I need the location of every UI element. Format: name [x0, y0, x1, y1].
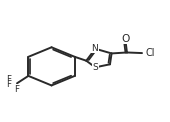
Text: F: F	[6, 80, 12, 89]
Text: F: F	[6, 75, 12, 84]
Text: S: S	[93, 63, 99, 72]
Text: F: F	[14, 85, 19, 94]
Text: O: O	[121, 34, 130, 44]
Text: N: N	[91, 44, 98, 52]
Text: Cl: Cl	[146, 48, 155, 58]
